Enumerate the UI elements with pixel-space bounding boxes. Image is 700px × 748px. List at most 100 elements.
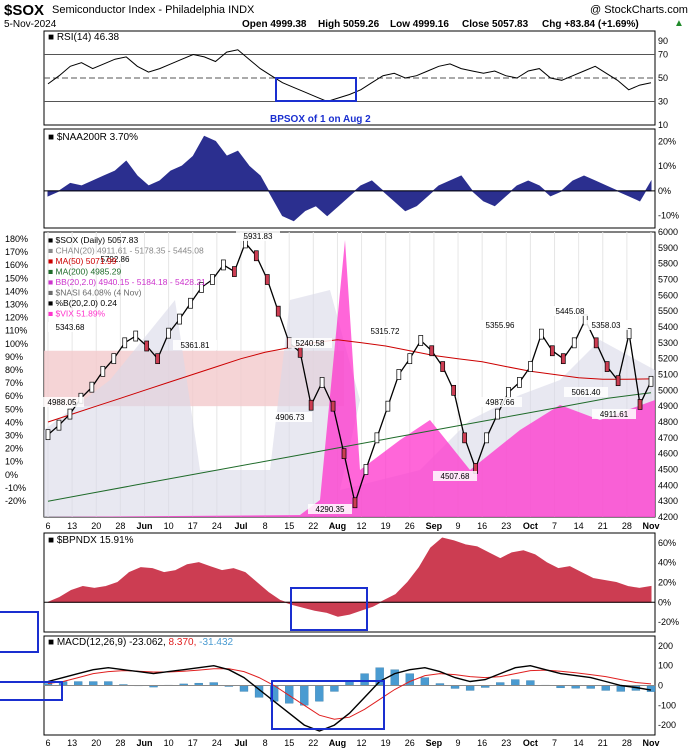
macd-x-tick-label: 26 bbox=[405, 738, 415, 748]
price-candle bbox=[495, 408, 500, 420]
index-name: Semiconductor Index - Philadelphia INDX bbox=[52, 4, 255, 16]
price-tick-label: 5500 bbox=[658, 306, 678, 316]
price-label: 5343.68 bbox=[56, 323, 85, 332]
price-label: 5931.83 bbox=[244, 232, 273, 241]
low-value: Low 4999.16 bbox=[390, 19, 449, 30]
pct-tick-label: 160% bbox=[5, 260, 28, 270]
bpndx-tick-label: 40% bbox=[658, 558, 676, 568]
bpndx-area bbox=[47, 537, 652, 617]
macd-x-tick-label: 6 bbox=[45, 738, 50, 748]
price-tick-label: 5700 bbox=[658, 275, 678, 285]
macd-tick-label: 0 bbox=[658, 681, 663, 691]
price-label-bg bbox=[584, 320, 628, 330]
x-tick-label: 16 bbox=[477, 521, 487, 531]
macd-x-tick-label: 19 bbox=[381, 738, 391, 748]
macd-x-tick-label: 9 bbox=[456, 738, 461, 748]
pct-tick-label: -20% bbox=[5, 496, 26, 506]
rsi-tick-label: 90 bbox=[658, 36, 668, 46]
date-label: 5-Nov-2024 bbox=[4, 19, 57, 30]
macd-x-tick-label: 12 bbox=[357, 738, 367, 748]
change-value: Chg +83.84 (+1.69%) bbox=[542, 19, 639, 30]
macd-x-tick-label: 13 bbox=[67, 738, 77, 748]
price-label: 4290.35 bbox=[316, 505, 345, 514]
x-tick-label: 19 bbox=[381, 521, 391, 531]
macd-side-box bbox=[0, 681, 63, 701]
macd-x-tick-label: 20 bbox=[91, 738, 101, 748]
price-legend-entry: ■ BB(20,2.0) 4940.15 - 5184.18 - 5428.21 bbox=[48, 277, 206, 287]
ma50-line bbox=[47, 339, 652, 423]
price-candle bbox=[253, 250, 259, 262]
x-tick-label: 28 bbox=[622, 521, 632, 531]
price-candle bbox=[297, 346, 303, 358]
price-candle bbox=[604, 361, 610, 372]
macd-histogram-bar bbox=[526, 680, 535, 686]
price-candle bbox=[133, 330, 139, 342]
price-label: 5061.40 bbox=[572, 388, 601, 397]
x-tick-label: 22 bbox=[308, 521, 318, 531]
macd-histogram-bar bbox=[104, 681, 113, 686]
macd-histogram-bar bbox=[360, 673, 369, 686]
price-tick-label: 4900 bbox=[658, 401, 678, 411]
price-candle bbox=[626, 328, 632, 339]
macd-histogram-bar bbox=[330, 685, 339, 692]
macd-histogram-bar bbox=[345, 681, 354, 686]
x-tick-label: 8 bbox=[263, 521, 268, 531]
price-candle bbox=[155, 353, 160, 365]
price-candle bbox=[166, 327, 171, 339]
price-candle bbox=[451, 384, 457, 396]
macd-histogram-bar bbox=[285, 685, 294, 704]
pct-tick-label: 30% bbox=[5, 431, 23, 441]
pct-tick-label: 110% bbox=[5, 326, 27, 336]
bpndx-tick-label: 60% bbox=[658, 538, 676, 548]
price-candle bbox=[352, 497, 358, 509]
macd-line bbox=[47, 664, 652, 732]
naa-legend: ■ $NAA200R 3.70% bbox=[48, 132, 138, 143]
x-tick-label: 21 bbox=[598, 521, 608, 531]
x-tick-label: 12 bbox=[357, 521, 367, 531]
price-tick-label: 5200 bbox=[658, 354, 678, 364]
macd-x-tick-label: Jun bbox=[136, 738, 152, 748]
x-tick-label: 28 bbox=[115, 521, 125, 531]
price-label-bg bbox=[478, 397, 522, 407]
price-candle bbox=[363, 464, 369, 475]
macd-x-tick-label: 14 bbox=[574, 738, 584, 748]
price-candle bbox=[593, 337, 599, 349]
macd-annotation-box bbox=[271, 680, 385, 730]
price-candle bbox=[571, 337, 577, 349]
price-candle bbox=[264, 274, 270, 285]
price-candle bbox=[528, 361, 533, 372]
price-label-bg bbox=[548, 306, 592, 316]
macd-x-tick-label: 8 bbox=[263, 738, 268, 748]
macd-histogram-bar bbox=[420, 677, 430, 686]
bpndx-legend: ■ $BPNDX 15.91% bbox=[48, 535, 134, 546]
macd-x-tick-label: Jul bbox=[234, 738, 247, 748]
bpndx-tick-label: 0% bbox=[658, 597, 671, 607]
price-label: 5315.72 bbox=[371, 327, 400, 336]
price-label: 5445.08 bbox=[556, 307, 585, 316]
price-candle bbox=[462, 432, 467, 444]
macd-x-tick-label: 22 bbox=[308, 738, 318, 748]
close-value: Close 5057.83 bbox=[462, 19, 529, 30]
price-candle bbox=[122, 337, 128, 349]
price-label-bg bbox=[236, 231, 280, 241]
x-tick-label: 17 bbox=[188, 521, 198, 531]
x-tick-label: Jul bbox=[234, 521, 247, 531]
price-candle bbox=[177, 313, 182, 325]
rsi-tick-label: 50 bbox=[658, 73, 668, 83]
macd-tick-label: -100 bbox=[658, 700, 676, 710]
price-candle bbox=[319, 377, 325, 388]
open-value: Open 4999.38 bbox=[242, 19, 307, 30]
price-tick-label: 5800 bbox=[658, 259, 678, 269]
macd-histogram-bar bbox=[601, 685, 610, 691]
price-candle bbox=[560, 353, 566, 365]
price-legend-entry: ■ $VIX 51.89% bbox=[48, 309, 106, 319]
rsi-tick-label: 10 bbox=[658, 120, 668, 130]
price-label-bg bbox=[288, 338, 332, 348]
x-tick-label: 20 bbox=[91, 521, 101, 531]
price-label: 4987.66 bbox=[486, 398, 515, 407]
price-candle bbox=[45, 429, 51, 441]
price-candle bbox=[308, 399, 314, 411]
symbol: $SOX bbox=[4, 2, 45, 19]
price-candle bbox=[330, 400, 336, 412]
